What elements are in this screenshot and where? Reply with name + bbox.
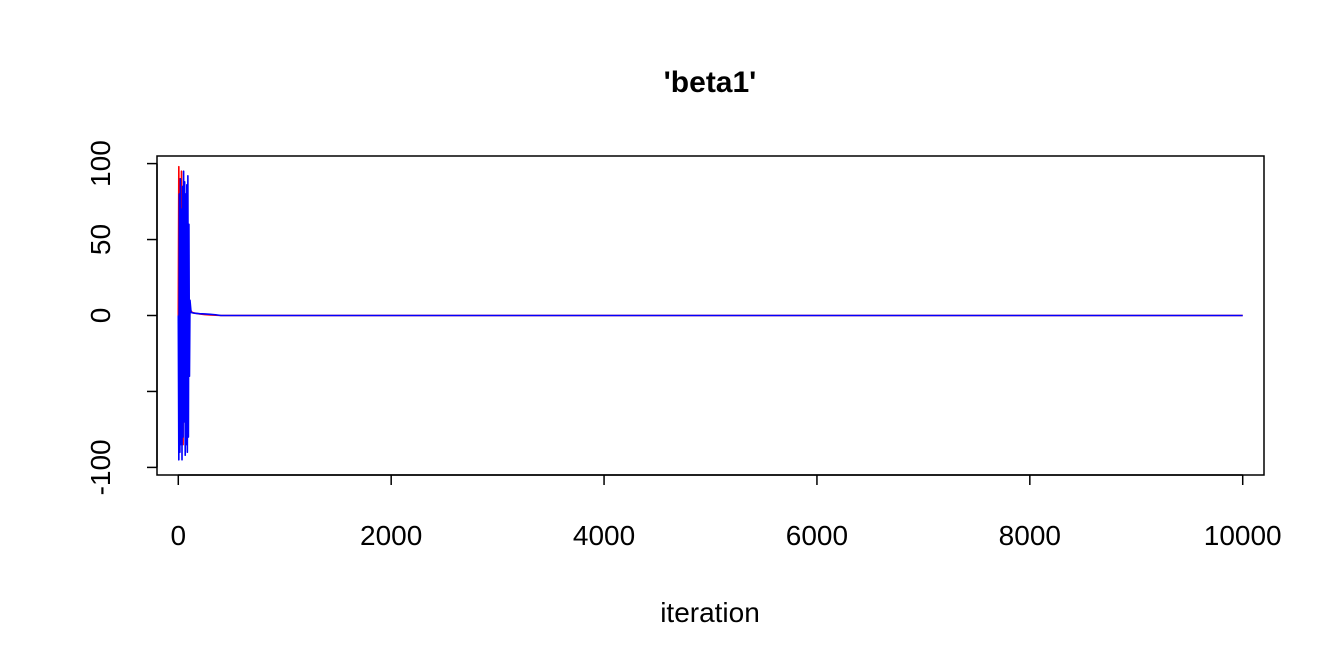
y-tick-label: 100 (85, 140, 116, 187)
y-tick-label: 50 (85, 224, 116, 255)
x-tick-label: 8000 (999, 520, 1061, 551)
x-tick-label: 6000 (786, 520, 848, 551)
series-layer (177, 165, 1243, 461)
series-line-1 (177, 170, 1243, 461)
x-tick-label: 0 (170, 520, 186, 551)
x-axis: 0 2000 4000 6000 8000 10000 (170, 474, 1282, 551)
y-tick-label: 0 (85, 308, 116, 324)
x-tick-label: 2000 (360, 520, 422, 551)
y-tick-label: -100 (85, 439, 116, 495)
x-tick-label: 4000 (573, 520, 635, 551)
x-tick-label: 10000 (1204, 520, 1282, 551)
chart-title: 'beta1' (664, 66, 757, 99)
series-line-0 (177, 165, 1243, 446)
y-axis: -100 0 50 100 (85, 140, 158, 495)
x-axis-label: iteration (660, 597, 760, 628)
